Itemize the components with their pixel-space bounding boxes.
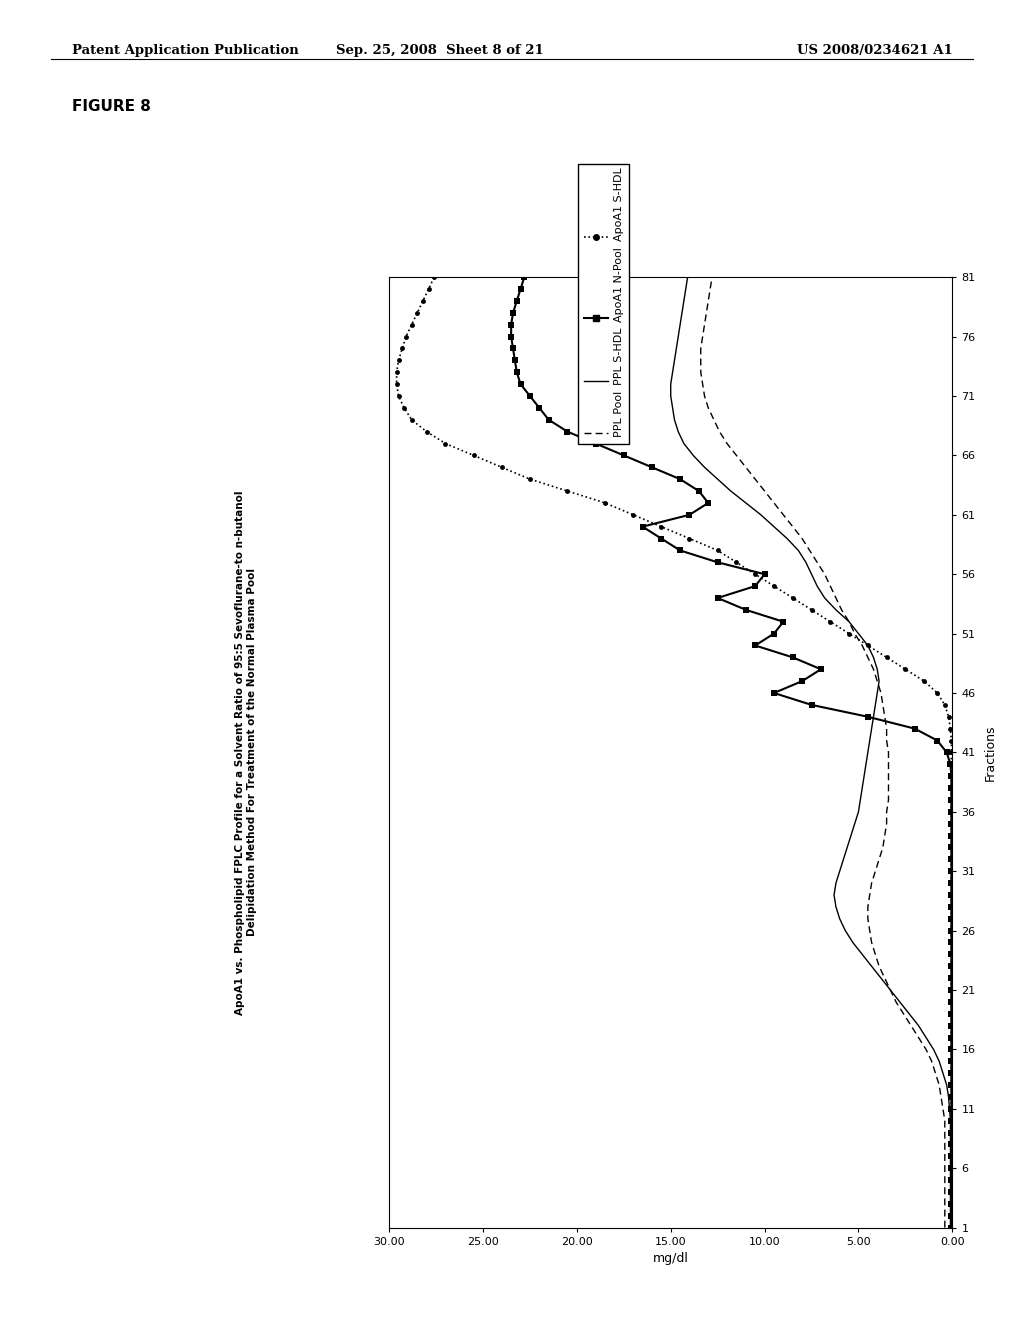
Text: FIGURE 8: FIGURE 8 xyxy=(72,99,151,114)
Text: Sep. 25, 2008  Sheet 8 of 21: Sep. 25, 2008 Sheet 8 of 21 xyxy=(337,44,544,57)
X-axis label: mg/dl: mg/dl xyxy=(652,1253,689,1265)
Text: ApoA1 vs. Phospholipid FPLC Profile for a Solvent Ratio of 95:5 Sevoflurane-to n: ApoA1 vs. Phospholipid FPLC Profile for … xyxy=(234,490,257,1015)
Text: US 2008/0234621 A1: US 2008/0234621 A1 xyxy=(797,44,952,57)
Y-axis label: Fractions: Fractions xyxy=(984,725,996,780)
Legend: ApoA1 S-HDL, ApoA1 N-Pool, PPL S-HDL, PPL Pool: ApoA1 S-HDL, ApoA1 N-Pool, PPL S-HDL, PP… xyxy=(579,164,630,444)
Text: Patent Application Publication: Patent Application Publication xyxy=(72,44,298,57)
